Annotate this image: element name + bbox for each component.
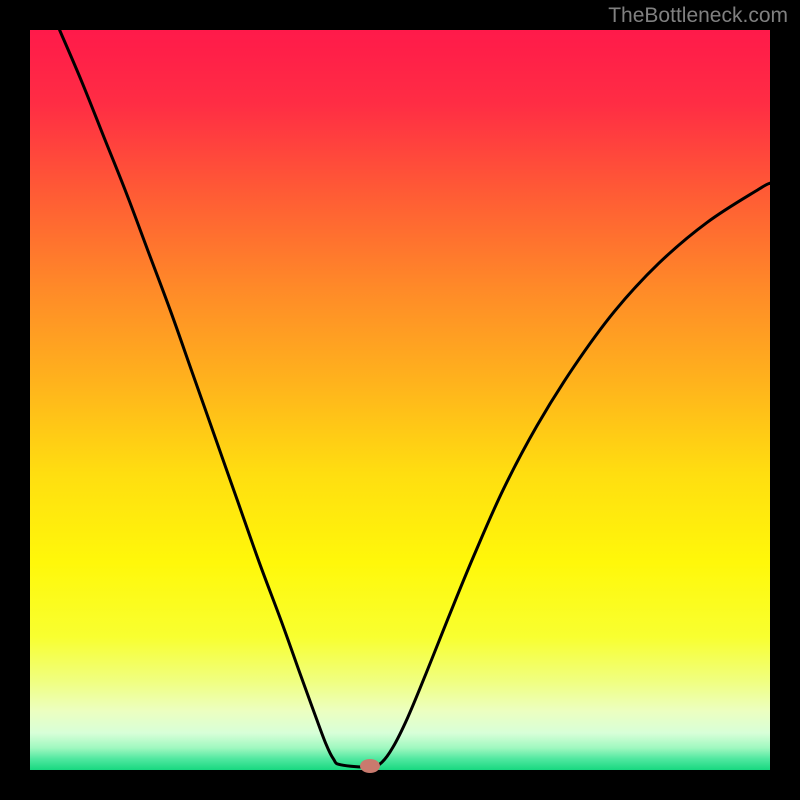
bottleneck-curve	[30, 30, 770, 770]
plot-area	[30, 30, 770, 770]
minimum-marker	[360, 759, 380, 773]
watermark-text: TheBottleneck.com	[608, 4, 788, 28]
